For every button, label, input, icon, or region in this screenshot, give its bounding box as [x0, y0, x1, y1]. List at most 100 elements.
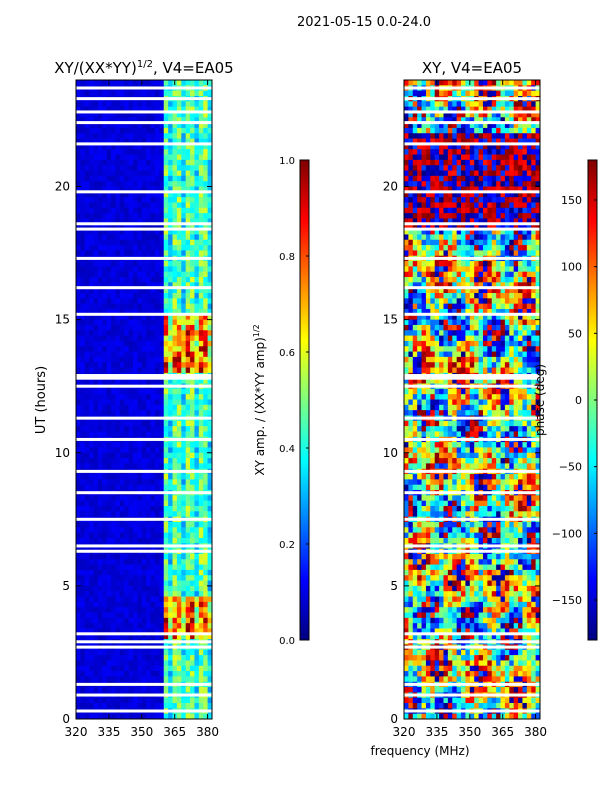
heatmap-cell	[207, 388, 213, 395]
heatmap-cell	[443, 165, 449, 171]
heatmap-cell	[159, 410, 165, 416]
heatmap-cell	[124, 564, 130, 571]
heatmap-cell	[146, 314, 151, 321]
heatmap-cell	[526, 175, 532, 182]
heatmap-cell	[154, 122, 160, 129]
heatmap-cell	[124, 553, 130, 560]
heatmap-cell	[176, 687, 182, 693]
heatmap-cell	[89, 282, 94, 289]
heatmap-cell	[198, 703, 204, 709]
heatmap-cell	[185, 447, 191, 454]
heatmap-cell	[150, 394, 156, 400]
heatmap-cell	[128, 665, 134, 672]
heatmap-cell	[133, 676, 138, 683]
heatmap-cell	[137, 106, 143, 113]
heatmap-cell	[128, 186, 134, 193]
heatmap-cell	[106, 388, 112, 395]
heatmap-cell	[412, 245, 418, 251]
heatmap-cell	[146, 282, 151, 289]
heatmap-cell	[141, 271, 147, 278]
heatmap-cell	[76, 181, 81, 187]
heatmap-cell	[198, 106, 204, 113]
heatmap-cell	[198, 527, 204, 534]
heatmap-cell	[133, 649, 138, 656]
heatmap-cell	[203, 537, 209, 544]
heatmap-cell	[76, 165, 81, 171]
heatmap-cell	[146, 671, 151, 677]
heatmap-cell	[115, 607, 121, 613]
heatmap-cell	[522, 191, 528, 198]
heatmap-cell	[207, 420, 213, 427]
heatmap-cell	[168, 340, 173, 347]
heatmap-cell	[111, 170, 116, 177]
heatmap-cell	[194, 580, 200, 587]
heatmap-cell	[106, 378, 112, 384]
heatmap-cell	[111, 394, 116, 400]
heatmap-cell	[430, 127, 436, 134]
heatmap-cell	[443, 245, 449, 251]
heatmap-cell	[119, 484, 125, 491]
heatmap-cell	[176, 404, 182, 411]
heatmap-cell	[465, 229, 471, 235]
heatmap-cell	[115, 356, 121, 363]
heatmap-cell	[447, 181, 453, 187]
heatmap-cell	[119, 207, 125, 214]
heatmap-cell	[102, 111, 108, 118]
heatmap-cell	[491, 181, 497, 187]
heatmap-cell	[119, 378, 125, 384]
heatmap-cell	[190, 282, 195, 289]
heatmap-cell	[115, 330, 121, 336]
heatmap-cell	[115, 665, 121, 672]
heatmap-cell	[128, 532, 134, 539]
heatmap-cell	[198, 559, 204, 565]
heatmap-cell	[163, 207, 169, 214]
heatmap-cell	[124, 356, 130, 363]
heatmap-cell	[203, 229, 209, 235]
heatmap-cell	[163, 612, 169, 619]
heatmap-cell	[518, 186, 523, 193]
heatmap-cell	[194, 133, 200, 139]
heatmap-cell	[496, 181, 501, 187]
heatmap-cell	[176, 340, 182, 347]
heatmap-cell	[102, 665, 108, 672]
heatmap-cell	[89, 649, 94, 656]
heatmap-cell	[84, 165, 90, 171]
heatmap-cell	[133, 367, 138, 374]
heatmap-cell	[163, 596, 169, 603]
heatmap-cell	[185, 399, 191, 406]
heatmap-cell	[128, 133, 134, 139]
heatmap-cell	[154, 601, 160, 608]
heatmap-cell	[106, 165, 112, 171]
heatmap-cell	[190, 713, 195, 720]
heatmap-cell	[404, 202, 409, 209]
heatmap-cell	[181, 340, 187, 347]
heatmap-cell	[421, 207, 427, 214]
heatmap-cell	[207, 532, 213, 539]
heatmap-cell	[102, 303, 108, 310]
heatmap-cell	[461, 181, 466, 187]
heatmap-cell	[465, 101, 471, 108]
heatmap-cell	[89, 149, 94, 155]
heatmap-cell	[133, 500, 138, 507]
heatmap-cell	[469, 127, 475, 134]
heatmap-cell	[115, 442, 121, 448]
heatmap-cell	[137, 532, 143, 539]
heatmap-cell	[185, 207, 191, 214]
heatmap-cell	[456, 261, 462, 267]
heatmap-cell	[128, 458, 134, 464]
heatmap-cell	[491, 202, 497, 209]
heatmap-cell	[176, 532, 182, 539]
heatmap-cell	[141, 335, 147, 342]
heatmap-cell	[185, 90, 191, 97]
heatmap-cell	[185, 612, 191, 619]
heatmap-cell	[412, 80, 418, 86]
heatmap-cell	[168, 378, 173, 384]
colorbar-tick-label: 0.8	[279, 252, 295, 263]
heatmap-cell	[102, 697, 108, 704]
heatmap-cell	[89, 127, 94, 134]
heatmap-cell	[106, 399, 112, 406]
heatmap-cell	[128, 143, 134, 150]
heatmap-cell	[76, 229, 81, 235]
heatmap-cell	[168, 277, 173, 283]
